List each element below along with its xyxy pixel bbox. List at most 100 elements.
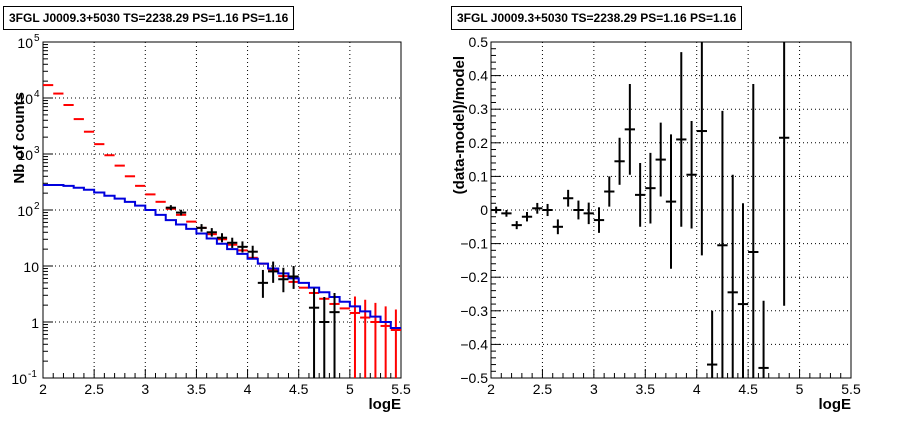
residual-point [737, 203, 749, 378]
x-tick-label: 2.5 [533, 381, 553, 397]
grid [43, 42, 401, 378]
data-point [329, 292, 340, 378]
y-axis-label: (data-model)/model [451, 56, 468, 194]
residual-point [563, 189, 574, 207]
model-point [390, 309, 401, 378]
residual-point [686, 120, 697, 229]
x-tick-label: 5.5 [841, 381, 861, 397]
residual-point [542, 203, 553, 217]
residual-point [573, 200, 584, 220]
data-point [257, 269, 269, 298]
data-point [247, 245, 258, 259]
residual-point [665, 134, 677, 269]
residual-point [552, 219, 563, 235]
residual-point [779, 42, 790, 306]
y-tick-label: 10 [17, 147, 33, 163]
data-point [308, 288, 320, 378]
residual-point [645, 152, 656, 224]
residual-point [707, 310, 718, 378]
residual-point [501, 210, 512, 217]
y-tick-exponent: 5 [34, 33, 40, 44]
data-point [319, 296, 330, 378]
y-tick-exponent: 3 [34, 145, 40, 156]
residual-point [521, 212, 533, 222]
model-point [349, 296, 361, 378]
y-tick-label: 0.3 [469, 101, 489, 117]
x-tick-label: 4.5 [738, 381, 758, 397]
residual-point [604, 176, 615, 207]
data-point [216, 233, 228, 243]
data-point [206, 228, 217, 237]
x-axis-label: logE [369, 396, 402, 413]
residual-point [532, 202, 543, 214]
residual-point [727, 174, 738, 378]
y-tick-exponent: 4 [34, 89, 40, 100]
data-point [165, 205, 176, 211]
y-tick-label: −0.4 [460, 336, 488, 352]
counts-chart-title: 3FGL J0009.3+5030 TS=2238.29 PS=1.16 PS=… [3, 6, 295, 30]
x-tick-label: 5.5 [391, 381, 411, 397]
x-tick-label: 3.5 [187, 381, 207, 397]
data-point [268, 261, 279, 283]
y-tick-label: −0.2 [460, 269, 488, 285]
residual-point [593, 207, 605, 233]
y-tick-label: 10 [11, 371, 27, 387]
x-tick-label: 2 [39, 381, 47, 397]
data-point [196, 224, 207, 232]
data-point [227, 237, 238, 248]
x-axis: 2 2.5 3 3.5 4 4.5 5 5.5 [39, 369, 411, 397]
y-tick-label: 10 [17, 35, 33, 51]
x-tick-label: 5 [796, 381, 804, 397]
x-tick-label: 3 [590, 381, 598, 397]
x-tick-label: 4 [244, 381, 252, 397]
x-tick-label: 5 [346, 381, 354, 397]
x-tick-label: 3 [141, 381, 149, 397]
data-point [288, 266, 299, 289]
y-tick-label: 0.5 [469, 34, 489, 50]
data-point [237, 241, 248, 253]
residual-point [635, 162, 646, 227]
residual-point [491, 206, 502, 214]
data-point [175, 209, 187, 216]
counts-panel: 2 2.5 3 3.5 4 4.5 5 5.5 logE 10 -1 1 10 10 2 10 3 10 4 10 5 N… [3, 6, 411, 413]
x-axis-label: logE [819, 396, 852, 413]
residual-point [696, 42, 707, 256]
data-point [278, 267, 289, 293]
model-step-line [43, 183, 401, 330]
y-axis: −0.5 −0.4 −0.3 −0.2 −0.1 0 0.1 0.2 0.3 0.4 0.5 [460, 34, 501, 386]
y-axis-label: Nb of counts [11, 92, 28, 184]
y-tick-exponent: 2 [34, 201, 40, 212]
residual-point [758, 300, 769, 378]
plot-area [491, 42, 790, 378]
x-tick-label: 3.5 [636, 381, 656, 397]
residual-point [748, 84, 759, 378]
y-tick-label: 1 [31, 315, 39, 331]
residual-point [583, 202, 594, 225]
model-point [370, 302, 381, 378]
residuals-chart-title: 3FGL J0009.3+5030 TS=2238.29 PS=1.16 PS=… [451, 6, 743, 30]
residuals-panel: 2 2.5 3 3.5 4 4.5 5 5.5 logE −0.5 −0.4 −0.3 −0.2 −0.1… [449, 0, 898, 421]
model-point [380, 306, 391, 378]
model-point [360, 299, 371, 378]
residual-point [511, 221, 522, 230]
residual-point [624, 84, 635, 175]
x-tick-label: 2 [487, 381, 495, 397]
y-tick-label: −0.1 [460, 236, 488, 252]
y-tick-label: 0 [480, 202, 488, 218]
residual-point [614, 137, 625, 185]
y-tick-label: 10 [17, 203, 33, 219]
x-axis: 2 2.5 3 3.5 4 4.5 5 5.5 [487, 369, 861, 397]
y-tick-exponent: -1 [28, 369, 37, 380]
residual-point [676, 52, 687, 227]
residual-point [655, 122, 666, 197]
x-tick-label: 4.5 [289, 381, 309, 397]
y-tick-label: 0.1 [469, 168, 489, 184]
x-tick-label: 4 [693, 381, 701, 397]
plot-area [43, 84, 401, 378]
x-tick-label: 2.5 [84, 381, 104, 397]
y-tick-label: 0.2 [469, 135, 489, 151]
y-tick-label: 10 [17, 91, 33, 107]
